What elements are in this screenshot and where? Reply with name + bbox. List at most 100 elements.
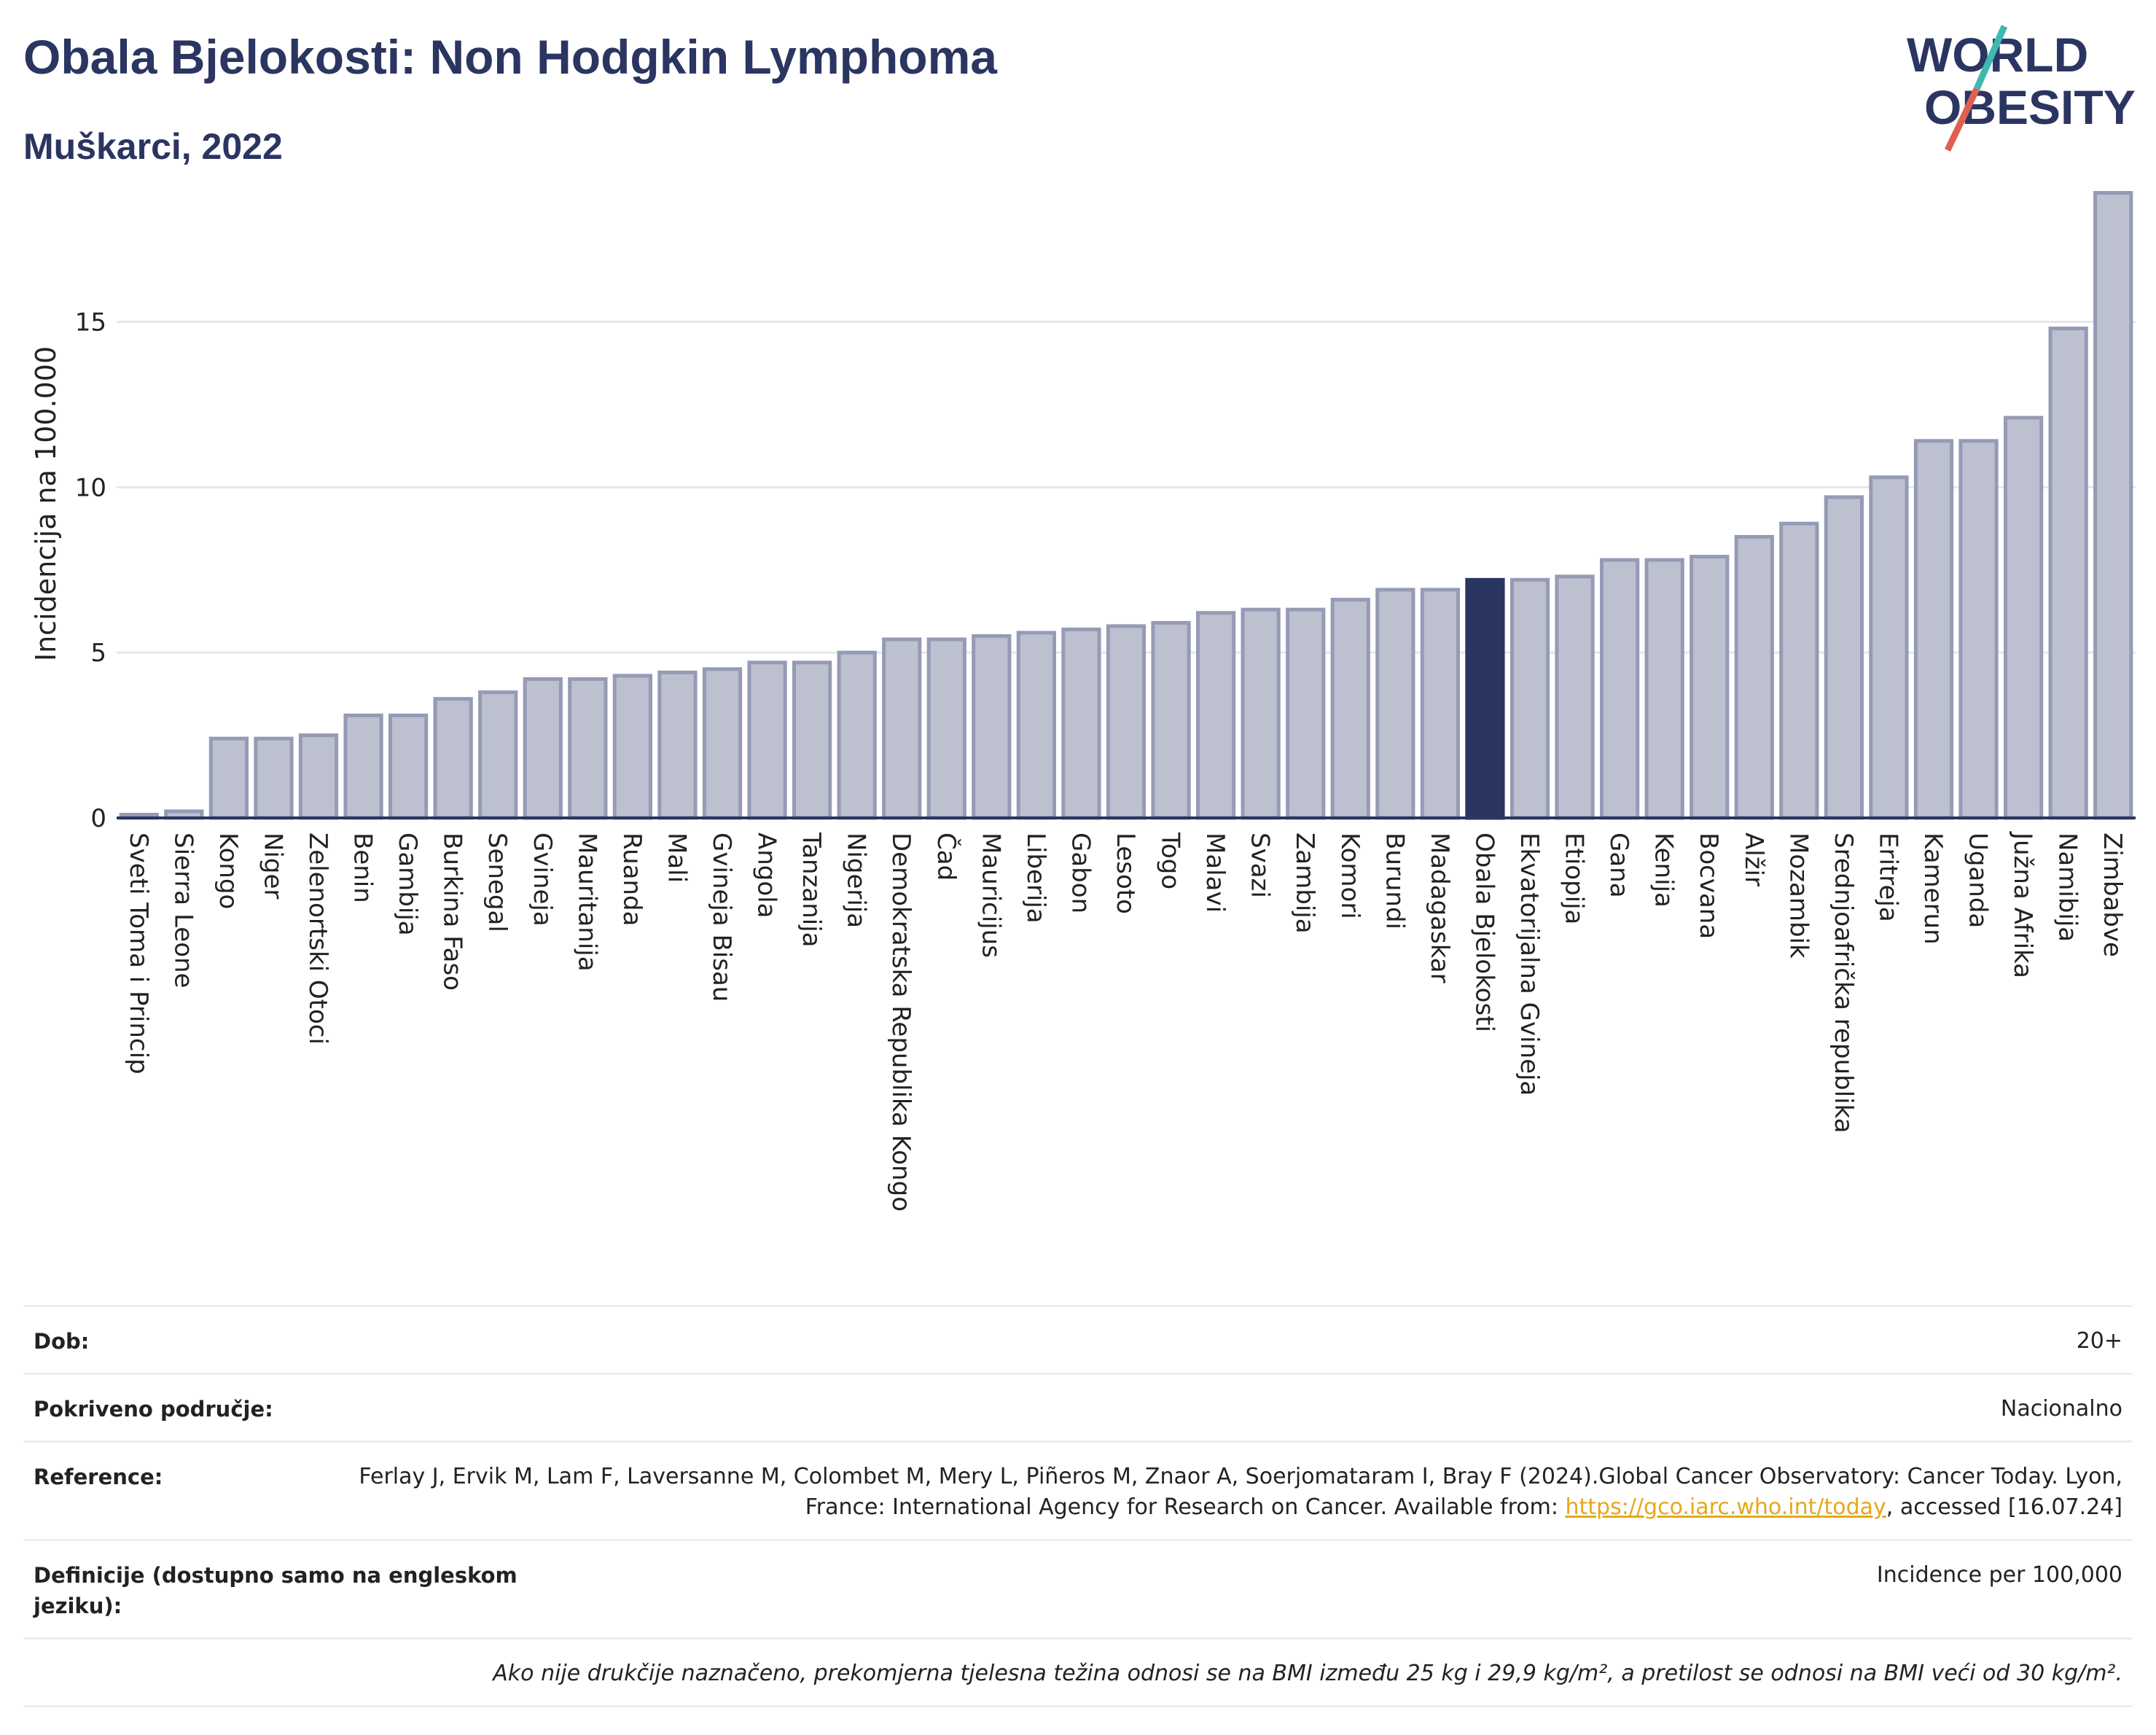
age-value: 20+ [2076,1328,2122,1354]
bmi-note: Ako nije drukčije naznačeno, prekomjerna… [493,1661,2122,1686]
bar [1509,577,1550,820]
x-tick-label: Namibija [2053,833,2082,942]
x-tick-label: Gambija [393,833,422,936]
x-tick-label: Uganda [1964,833,1993,928]
bar [568,677,608,820]
x-tick-label: Niger [258,833,287,899]
bar [1420,588,1461,820]
bar [747,660,787,820]
bar [1869,475,1909,820]
x-tick-label: Sveti Toma i Princip [124,833,153,1075]
bar [1779,521,1819,820]
x-tick-label: Sierra Leone [168,833,198,988]
logo-slash-red [1944,87,1980,152]
bar [657,670,698,820]
bar [837,650,877,820]
x-tick-label: Madagaskar [1425,833,1454,983]
x-tick-label: Angola [752,833,781,918]
bar [1734,534,1774,820]
bar [1106,624,1147,820]
bar [1061,627,1101,820]
x-tick-label: Svazi [1246,833,1275,898]
x-tick-label: Obala Bjelokosti [1469,833,1499,1032]
x-tick-label: Mauricijus [976,833,1005,958]
bar [523,677,563,820]
bar [1375,588,1415,820]
x-tick-label: Mozambik [1784,833,1813,959]
bar [612,674,653,820]
bar [254,736,294,820]
info-row-definitions: Definicije (dostupno samo na engleskom j… [23,1539,2133,1637]
x-tick-label: Ruanda [617,833,647,926]
bar [298,733,339,820]
bar [1465,577,1505,820]
logo-slash-teal [1973,25,2008,90]
bar [702,667,743,820]
chart-subtitle: Muškarci, 2022 [23,126,283,167]
x-tick-label: Tanzanija [797,832,826,947]
info-row-coverage: Pokriveno područje: Nacionalno [23,1373,2133,1440]
reference-value: Ferlay J, Ervik M, Lam F, Laversanne M, … [325,1462,2122,1523]
info-table: Dob: 20+ Pokriveno područje: Nacionalno … [23,1305,2133,1707]
bar [1330,598,1370,820]
bar [1644,558,1684,820]
bar [882,637,922,820]
x-tick-label: Zelenortski Otoci [303,833,332,1045]
x-tick-label: Ekvatorijalna Gvineja [1515,833,1544,1096]
bar [1151,620,1191,820]
x-tick-label: Čad [931,833,961,881]
world-obesity-logo: WORLD OBESITY [1907,25,2136,152]
x-tick-label: Demokratska Republika Kongo [886,833,915,1212]
reference-tail: , accessed [16.07.24] [1886,1494,2122,1520]
x-tick-label: Lesoto [1111,833,1140,914]
x-tick-label: Kenija [1649,833,1679,908]
bar [1599,558,1640,820]
x-tick-label: Kongo [214,833,243,909]
bar [926,637,966,820]
coverage-value: Nacionalno [2000,1396,2122,1422]
bar [1286,607,1326,820]
x-tick-label: Mauritanija [572,833,601,972]
x-tick-label: Alžir [1739,833,1768,886]
bar [1555,574,1595,820]
info-row-note: Ako nije drukčije naznačeno, prekomjerna… [23,1637,2133,1707]
bar [1016,631,1057,820]
x-tick-label: Gana [1604,833,1633,898]
bar [2093,191,2133,820]
x-tick-label: Bocvana [1694,833,1723,939]
x-tick-label: Južna Afrika [2008,831,2037,978]
x-tick-label: Gvineja [528,833,557,927]
bar [433,697,473,820]
x-tick-label: Mali [662,833,691,883]
x-tick-label: Zambija [1290,833,1319,934]
reference-label: Reference: [34,1465,163,1489]
y-axis-label: Incidencija na 100.000 [30,346,62,661]
y-tick-label: 15 [75,308,106,337]
reference-text: Ferlay J, Ervik M, Lam F, Laversanne M, … [359,1464,2122,1520]
chart-title: Obala Bjelokosti: Non Hodgkin Lymphoma [23,30,997,84]
reference-link[interactable]: https://gco.iarc.who.int/today [1565,1494,1886,1520]
x-tick-label: Komori [1335,833,1364,919]
x-tick-label: Eritreja [1873,833,1902,922]
bar [2003,416,2044,820]
bar [972,633,1012,820]
bar [1824,495,1864,820]
definitions-label: Definicije (dostupno samo na engleskom j… [34,1563,517,1618]
x-tick-label: Burundi [1380,833,1409,929]
y-tick-label: 5 [90,639,106,668]
x-tick-label: Kamerun [1918,833,1948,945]
bar [792,660,832,820]
age-label: Dob: [34,1329,90,1354]
coverage-label: Pokriveno područje: [34,1397,273,1422]
x-tick-label: Togo [1156,832,1185,889]
x-tick-label: Senegal [483,833,512,932]
bar [1690,555,1730,820]
x-tick-label: Zimbabve [2098,833,2127,957]
y-tick-label: 10 [75,473,106,502]
x-tick-label: Srednjoafrička republika [1829,833,1858,1133]
bar [1195,611,1236,820]
x-tick-label: Gvineja Bisau [707,833,736,1002]
bar [1241,607,1281,820]
y-tick-label: 0 [90,804,106,833]
bar [388,713,429,820]
